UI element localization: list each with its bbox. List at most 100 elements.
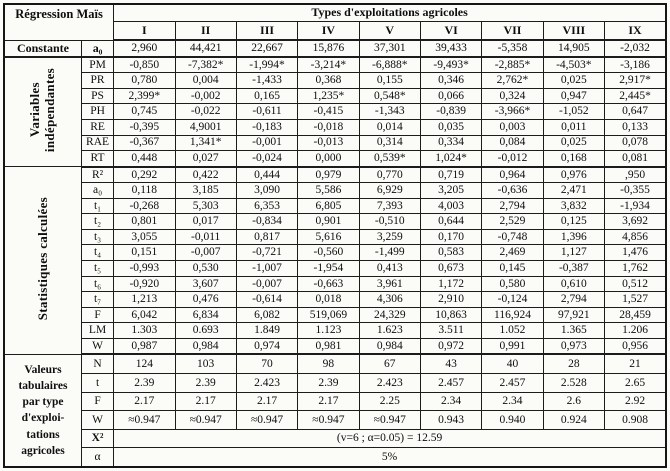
table-cell: 0,647 — [604, 103, 667, 120]
table-row: X² (v=6 ; α=0.05) = 12.59 — [4, 428, 667, 449]
table-cell: -0,993 — [113, 260, 176, 277]
column-header: VI — [419, 20, 483, 41]
section-label-statistiques: Statistiques calculées — [3, 166, 82, 355]
table-cell: -6,888* — [358, 56, 421, 74]
table-cell: -0,920 — [113, 275, 176, 293]
table-cell: -3,966* — [481, 103, 544, 120]
table-cell: 0.940 — [481, 410, 544, 430]
table-cell: -1,052 — [542, 103, 606, 120]
table-cell: 2.17 — [174, 391, 237, 412]
table-cell: 116,924 — [481, 306, 544, 324]
table-cell: 0,292 — [113, 166, 176, 184]
table-cell: 7,393 — [358, 197, 421, 215]
table-cell: 2.34 — [419, 391, 483, 412]
row-label-alpha: α — [80, 447, 115, 468]
table-row: t₆ -0,920 3,607 -0,007 -0,663 3,961 1,17… — [4, 275, 667, 293]
table-cell: 3,205 — [419, 182, 483, 199]
table-cell: 1.123 — [297, 322, 360, 339]
table-cell: 1.623 — [358, 322, 421, 339]
row-label: PM — [80, 56, 115, 74]
table-row: t 2.39 2.39 2.423 2.39 2.423 2.457 2.457… — [4, 373, 667, 393]
table-cell: 0,991 — [481, 337, 544, 356]
table-cell: 2.6 — [542, 391, 606, 412]
column-header: II — [174, 20, 237, 41]
table-cell: -0,721 — [235, 244, 299, 262]
row-label: W — [80, 337, 115, 356]
table-cell: 0,984 — [174, 337, 237, 356]
table-cell: 1,127 — [542, 244, 606, 262]
table-row: RT 0,448 0,027 -0,024 0,000 0,539* 1,024… — [4, 150, 667, 168]
table-cell: 0,644 — [419, 213, 483, 230]
table-cell: 1.365 — [542, 322, 606, 339]
table-cell: -0,367 — [113, 134, 176, 152]
table-row: α 5% — [4, 447, 667, 468]
row-label: N — [80, 353, 115, 375]
table-cell: ≈0.947 — [174, 410, 237, 430]
table-row: Variables indépendantes PM -0,850 -7,382… — [3, 56, 667, 168]
table-cell: 0,448 — [113, 150, 176, 168]
table-cell: 28,459 — [604, 306, 667, 324]
table-cell: 70 — [235, 353, 299, 375]
table-cell: 0,974 — [235, 337, 299, 356]
table-cell: -0,510 — [358, 213, 421, 230]
table-cell: 2.528 — [542, 373, 606, 393]
table-cell: 0,901 — [297, 213, 360, 230]
table-row: F 2.17 2.17 2.17 2.17 2.25 2.34 2.34 2.6… — [4, 391, 667, 412]
row-label: a₀ — [80, 182, 115, 199]
table-cell: 6,353 — [235, 197, 299, 215]
table-cell: 0,081 — [604, 150, 667, 168]
table-cell: 1,527 — [604, 291, 667, 308]
table-cell: 0,476 — [174, 291, 237, 308]
table-cell: 0,973 — [542, 337, 606, 356]
table-cell: 1,172 — [419, 275, 483, 293]
table-cell: 0,011 — [542, 118, 606, 136]
table-row: Constante a₀ 2,960 44,421 22,667 15,876 … — [3, 39, 667, 58]
column-header: V — [358, 20, 421, 41]
table-cell: -0,018 — [297, 118, 360, 136]
table-cell: 6,834 — [174, 306, 237, 324]
row-label: F — [80, 306, 115, 324]
table-cell: -2,032 — [604, 39, 667, 58]
table-cell: 4,856 — [604, 228, 667, 246]
table-cell: 0,145 — [481, 260, 544, 277]
table-cell: 1,341* — [174, 134, 237, 152]
alpha-value: 5% — [113, 447, 667, 468]
table-cell: 0,512 — [604, 275, 667, 293]
table-cell: -3,186 — [604, 56, 667, 74]
table-cell: 0,165 — [235, 87, 299, 105]
table-row: I II III IV V VI VII VIII IX — [4, 20, 667, 41]
table-cell: 0,018 — [297, 291, 360, 308]
table-cell: 0.924 — [542, 410, 606, 430]
table-cell: 0,719 — [419, 166, 483, 184]
regression-table: Régression Maïs Types d'exploitations ag… — [3, 3, 667, 468]
table-cell: 3,090 — [235, 182, 299, 199]
table-cell: 0.908 — [604, 410, 667, 430]
table-cell: 0,133 — [604, 118, 667, 136]
table-row: t₇ 1,213 0,476 -0,614 0,018 4,306 2,910 … — [4, 291, 667, 308]
table-cell: 1,762 — [604, 260, 667, 277]
table-cell: -0,012 — [481, 150, 544, 168]
table-cell: 0,084 — [481, 134, 544, 152]
table-cell: 0,025 — [542, 72, 606, 89]
row-label: W — [80, 410, 115, 430]
table-cell: 2.39 — [113, 373, 176, 393]
row-label: RAE — [80, 134, 115, 152]
table-cell: 2.423 — [358, 373, 421, 393]
table-row: F 6,042 6,834 6,082 519,069 24,329 10,86… — [4, 306, 667, 324]
table-cell: 43 — [419, 353, 483, 375]
table-cell: 5,303 — [174, 197, 237, 215]
row-label: t₄ — [80, 244, 115, 262]
table-cell: 0,947 — [542, 87, 606, 105]
table-cell: 2,917* — [604, 72, 667, 89]
table-cell: 0,770 — [358, 166, 421, 184]
table-cell: ≈0.947 — [297, 410, 360, 430]
row-label: t₂ — [80, 213, 115, 230]
table-cell: -0,355 — [604, 182, 667, 199]
row-label: PH — [80, 103, 115, 120]
table-row: t₁ -0,268 5,303 6,353 6,805 7,393 4,003 … — [4, 197, 667, 215]
table-cell: 0,548* — [358, 87, 421, 105]
table-cell: 0,413 — [358, 260, 421, 277]
table-cell: 103 — [174, 353, 237, 375]
table-cell: 0,801 — [113, 213, 176, 230]
